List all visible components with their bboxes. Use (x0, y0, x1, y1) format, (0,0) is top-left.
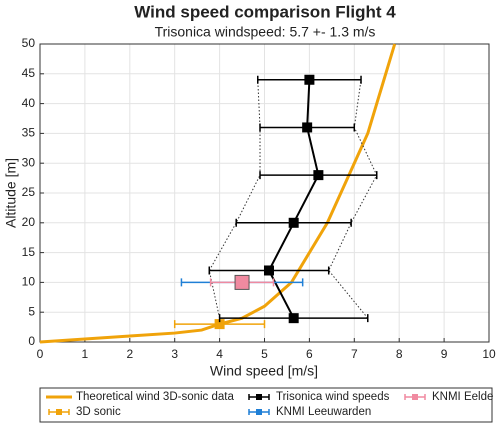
legend-label: Theoretical wind 3D-sonic data (76, 391, 234, 403)
y-tick-label: 10 (22, 275, 36, 289)
chart-subtitle: Trisonica windspeed: 5.7 +- 1.3 m/s (155, 24, 376, 40)
x-tick-label: 3 (171, 347, 178, 361)
legend-label: 3D sonic (76, 406, 121, 418)
x-tick-label: 1 (82, 347, 89, 361)
envelope-right (328, 79, 378, 319)
y-tick-label: 50 (22, 36, 36, 50)
chart-title: Wind speed comparison Flight 4 (134, 2, 396, 21)
envelope-left (208, 79, 261, 319)
y-axis-label: Altitude [m] (3, 158, 19, 228)
y-tick-label: 25 (22, 185, 36, 199)
marker (263, 265, 274, 276)
y-tick-label: 5 (28, 304, 35, 318)
y-tick-label: 40 (22, 96, 36, 110)
legend-swatch (56, 409, 62, 415)
x-tick-label: 0 (37, 347, 44, 361)
x-tick-label: 5 (261, 347, 268, 361)
x-tick-label: 10 (482, 347, 496, 361)
legend-box (39, 387, 493, 423)
legend-label: KNMI Leeuwarden (276, 406, 371, 418)
marker (304, 74, 315, 85)
y-tick-label: 45 (22, 66, 36, 80)
legend-label: Trisonica wind speeds (276, 391, 390, 403)
y-tick-label: 35 (22, 126, 36, 140)
x-tick-label: 6 (306, 347, 313, 361)
y-tick-label: 0 (28, 334, 35, 348)
marker (313, 170, 324, 181)
y-tick-label: 30 (22, 155, 36, 169)
x-tick-label: 4 (216, 347, 223, 361)
legend-label: KNMI Eelde (432, 391, 493, 403)
x-tick-label: 7 (351, 347, 358, 361)
marker (288, 217, 299, 228)
marker (288, 313, 299, 324)
marker (302, 122, 313, 133)
legend-swatch (412, 394, 418, 400)
y-tick-label: 15 (22, 245, 36, 259)
x-axis-label: Wind speed [m/s] (210, 363, 318, 379)
plot-frame (39, 43, 490, 343)
x-tick-label: 9 (441, 347, 448, 361)
y-tick-label: 20 (22, 215, 36, 229)
x-tick-label: 8 (396, 347, 403, 361)
legend-swatch (256, 394, 262, 400)
legend-swatch (256, 409, 262, 415)
x-tick-label: 2 (126, 347, 133, 361)
marker (234, 274, 250, 290)
